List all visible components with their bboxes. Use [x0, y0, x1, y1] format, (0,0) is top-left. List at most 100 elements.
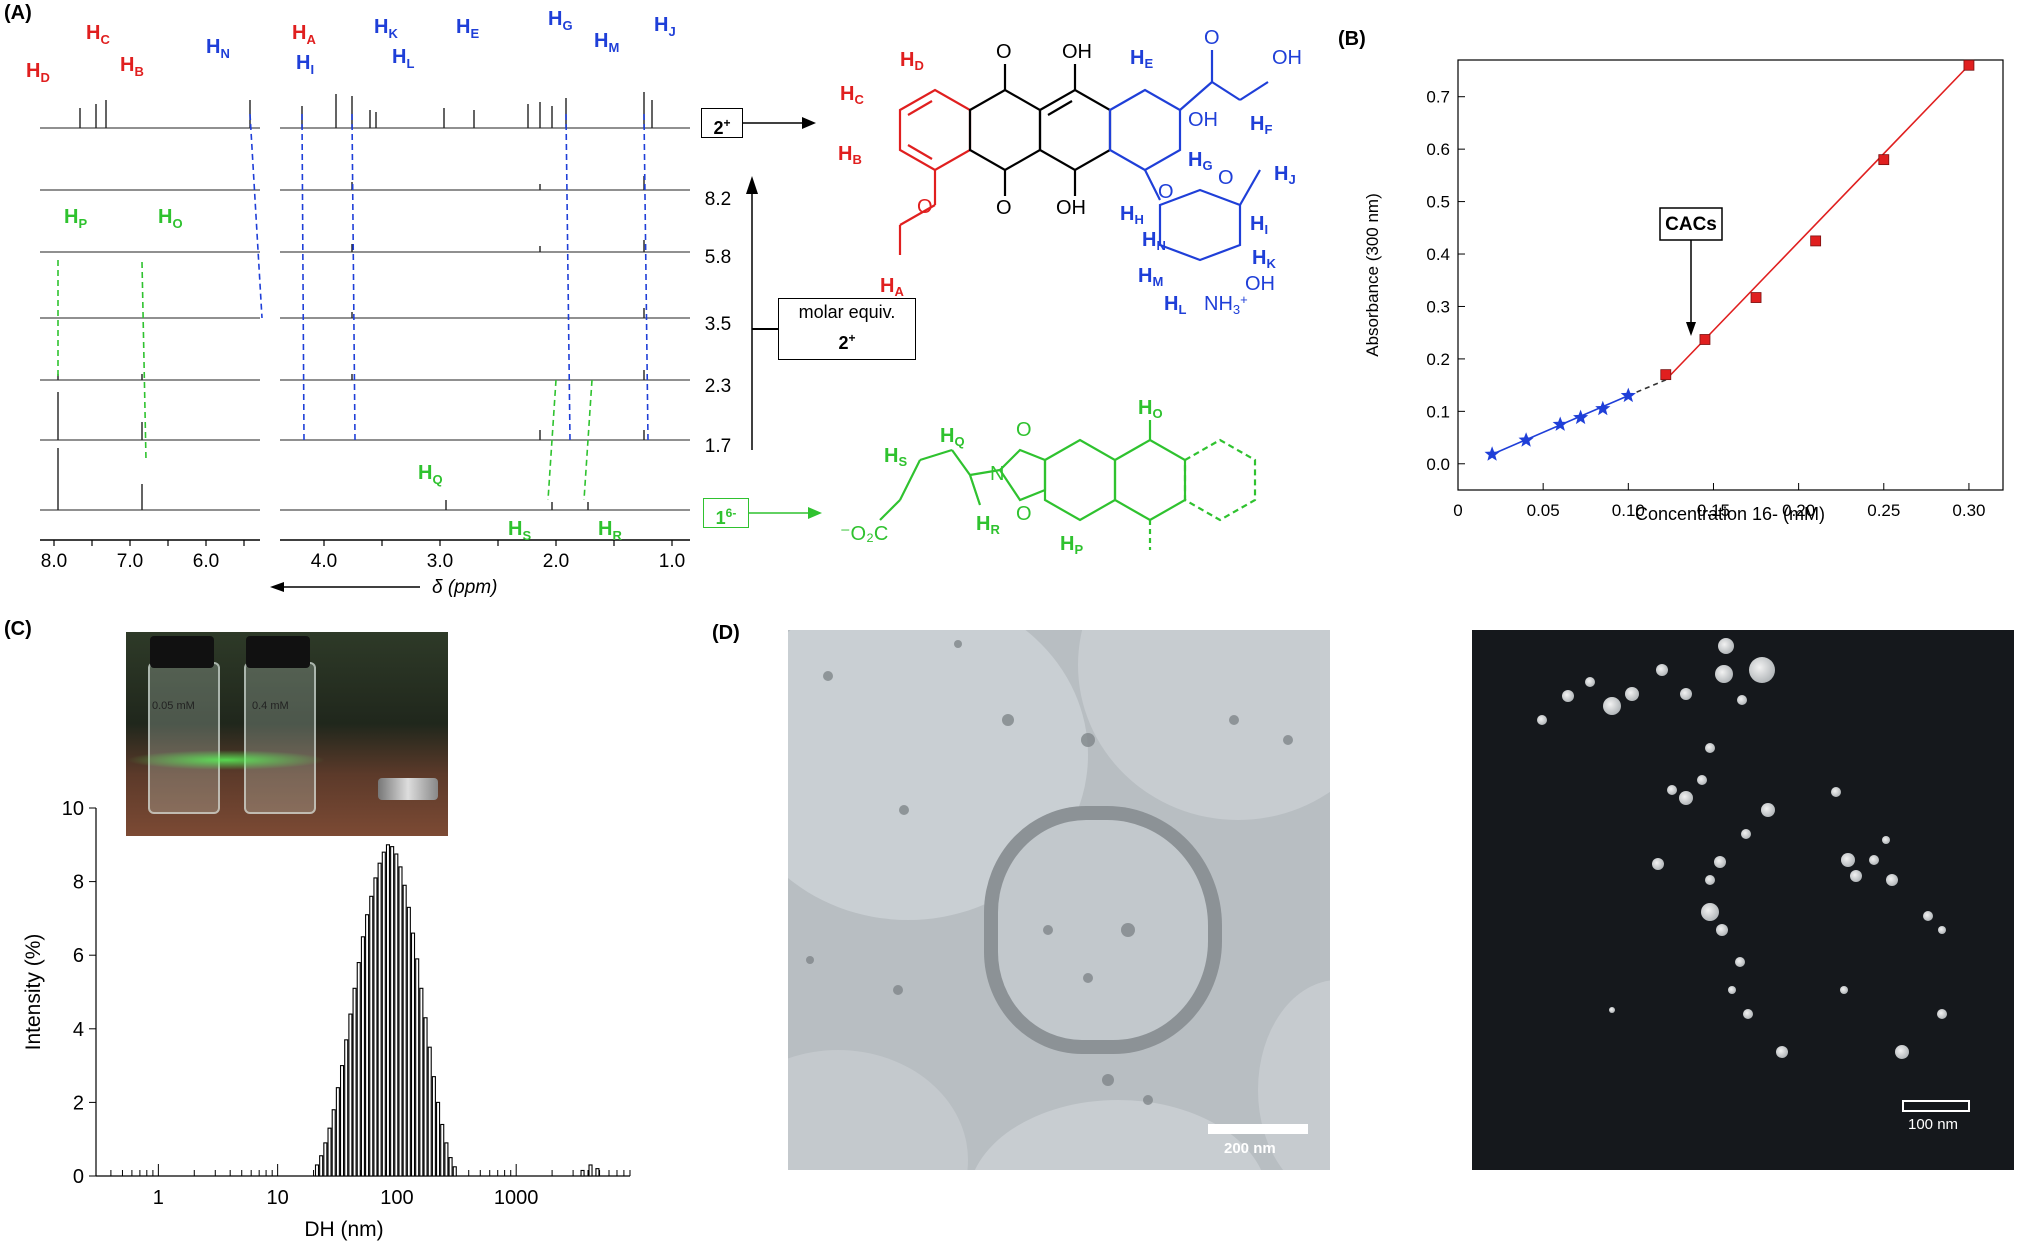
stem-particle [1652, 858, 1664, 870]
chart-b-point-s1-4 [1878, 154, 1890, 166]
stem-particle [1705, 875, 1715, 885]
tem-hole-bottom-left [788, 1050, 968, 1170]
equiv-label-2-3: 2.3 [705, 376, 731, 397]
chart-c-ytick-label-2: 4 [73, 1019, 84, 1041]
chart-c-bar-24 [415, 958, 420, 1177]
chart-b-point-s1-3 [1810, 235, 1822, 247]
chart-b-ytick-label-0: 0.0 [1426, 455, 1450, 474]
chart-b-xtick-label-5: 0.25 [1867, 501, 1900, 520]
nmr-correlation-8 [583, 379, 593, 501]
laser-pointer [378, 778, 438, 800]
chart-c-ytick-label-1: 2 [73, 1092, 84, 1114]
nmr-tick-3: 3.0 [427, 551, 453, 572]
tem-hole-top-right [1078, 630, 1330, 820]
nmr-correlation-2 [351, 113, 356, 441]
chart-b-xtick-label-2: 0.10 [1612, 501, 1645, 520]
tem-hole-bottom-center [968, 1100, 1268, 1170]
struct1-label-o-bottom: O [1016, 503, 1032, 525]
chart-b-ticks: 0 0.05 0.10 0.15 0.20 0.25 0.30 0.0 0.1 0.2 0.3 0.4… [1426, 88, 1985, 520]
chart-b-point-s0-5 [1620, 387, 1636, 403]
struct2-label-oh-top: OH [1062, 41, 1092, 63]
tem-hole-center [998, 820, 1208, 1040]
chart-b-xtick-label-0: 0 [1453, 501, 1462, 520]
struct1-label-ho: HO [1138, 397, 1163, 421]
struct2-label-hn: HN [1142, 229, 1166, 253]
chart-c-tail-bar-0 [580, 1169, 585, 1177]
chart-c-bar-3 [327, 1127, 332, 1177]
struct1-label-hr: HR [976, 513, 1000, 537]
absorbance-chart: 0 0.05 0.10 0.15 0.20 0.25 0.30 0.0 0.1 0.2 0.3 0.4… [1363, 59, 2004, 524]
struct2-label-hb: HB [838, 143, 862, 167]
struct2-label-hg: HG [1188, 149, 1213, 173]
tem-micrograph: 200 nm [788, 630, 1330, 1170]
stem-scalebar [1902, 1100, 1970, 1112]
stem-particle [1749, 657, 1775, 683]
stem-particle [1679, 791, 1693, 805]
molar-equiv-box: molar equiv. 2+ [778, 298, 916, 360]
struct1-label-carboxylate: ⁻O₂C [840, 523, 888, 545]
chart-c-bar-23 [410, 932, 416, 1177]
chart-b-ytick-label-4: 0.4 [1426, 245, 1450, 264]
nmr-label-hc: HC [86, 22, 110, 47]
equiv-label-8-2: 8.2 [705, 189, 731, 210]
stem-particle [1715, 665, 1733, 683]
tem-particle [954, 640, 962, 648]
stem-particle [1697, 775, 1707, 785]
stem-particle [1603, 697, 1621, 715]
chart-b-point-s0-1 [1518, 432, 1534, 447]
tem-scalebar [1208, 1124, 1308, 1134]
chart-c-bar-1 [319, 1155, 324, 1177]
chart-c-bar-28 [431, 1076, 436, 1177]
struct2-label-o-quinone-bottom: O [996, 197, 1012, 219]
chart-b-xtick-label-4: 0.20 [1782, 501, 1815, 520]
vial-1-cap [150, 636, 214, 668]
stem-particle [1716, 924, 1728, 936]
tem-particle [823, 671, 833, 681]
chart-c-bar-13 [369, 895, 374, 1177]
panel-label-c: (C) [4, 618, 32, 640]
tem-particle [1143, 1095, 1153, 1105]
nmr-label-ha: HA [292, 22, 316, 47]
struct1-label-o-top: O [1016, 419, 1032, 441]
struct2-label-o-glyco: O [1158, 181, 1174, 203]
nmr-tick-8: 8.0 [41, 551, 67, 572]
struct2-label-hj: HJ [1274, 163, 1296, 187]
dls-histogram: 0 2 4 6 8 10 1 10 100 1000 Intensity (%) DH (nm) [22, 800, 631, 1241]
chart-c-bar-31 [444, 1142, 449, 1177]
stem-scalebar-label: 100 nm [1908, 1116, 1959, 1133]
chart-c-bar-33 [452, 1166, 457, 1177]
stem-particle [1737, 695, 1747, 705]
chart-b-ytick-label-2: 0.2 [1426, 350, 1450, 369]
nmr-label-he: HE [456, 16, 480, 41]
struct2-label-o-methoxy: O [917, 196, 933, 218]
nmr-label-hd: HD [26, 60, 50, 85]
struct1-label-n: N [990, 463, 1004, 485]
chart-c-bar-5 [335, 1087, 340, 1177]
chart-b-point-s1-5 [1963, 59, 1975, 71]
stem-particle [1776, 1046, 1788, 1058]
chart-b-xtick-label-3: 0.15 [1697, 501, 1730, 520]
tem-particle [1283, 735, 1293, 745]
equiv-arrowhead [746, 176, 758, 194]
equiv-label-5-8: 5.8 [705, 247, 731, 268]
chart-c-ylabel: Intensity (%) [22, 934, 45, 1051]
chart-b-xtick-label-1: 0.05 [1527, 501, 1560, 520]
chart-c-xtick-label-0: 1 [153, 1187, 164, 1209]
chart-c-bar-18 [390, 846, 395, 1177]
chart-c-bar-2 [323, 1142, 328, 1177]
stem-particle [1705, 743, 1715, 753]
chart-c-ytick-label-0: 0 [73, 1166, 84, 1188]
chart-b-points [1484, 59, 1975, 461]
chart-c-bar-26 [423, 1017, 428, 1177]
tem-particle [1081, 733, 1095, 747]
chart-c-bars [314, 844, 600, 1177]
chart-b-ylabel: Absorbance (300 nm) [1363, 193, 1382, 356]
stem-particle [1718, 638, 1734, 654]
vial-2 [244, 662, 316, 814]
struct2-label-o-sugar: O [1218, 167, 1234, 189]
cacs-arrowhead [1686, 322, 1696, 336]
struct2-label-ha: HA [880, 275, 904, 299]
chart-c-bar-14 [373, 877, 378, 1177]
nmr-label-hq: HQ [418, 462, 443, 487]
chart-c-bar-8 [348, 1013, 353, 1177]
